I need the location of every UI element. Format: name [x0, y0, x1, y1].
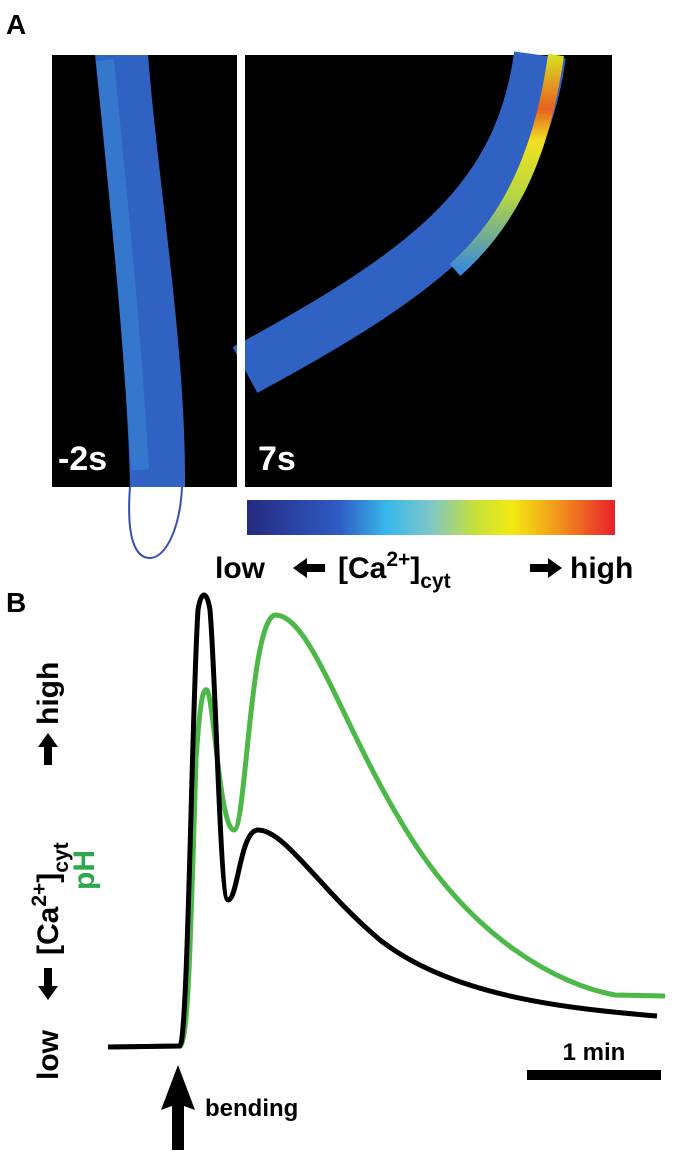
- colorbar: [247, 500, 615, 535]
- panel-label: B: [6, 587, 26, 618]
- arrow-up: [38, 733, 58, 765]
- time-label: -2s: [58, 440, 107, 478]
- low-label: low: [215, 552, 266, 585]
- ca-text: ]: [410, 552, 420, 585]
- ca-label: [Ca2+]cyt: [28, 842, 73, 955]
- ca-text: [Ca: [338, 552, 387, 585]
- arrow-left: [293, 558, 325, 578]
- root-tip-outline: [128, 486, 183, 560]
- root-right: [232, 51, 566, 393]
- high-label: high: [570, 552, 633, 585]
- ca-text: ]: [32, 873, 65, 883]
- ph-trace: [107, 612, 666, 1050]
- ca-trace: [107, 592, 658, 1050]
- ca-sub: cyt: [420, 570, 450, 593]
- panel-label: A: [6, 9, 26, 40]
- ph-label: pH: [68, 850, 101, 890]
- arrow-down: [38, 968, 58, 1000]
- ca-label: [Ca2+]cyt: [338, 548, 451, 593]
- scale-bar-label: 1 min: [563, 1039, 626, 1066]
- ca-sup: 2+: [28, 883, 51, 907]
- high-label: high: [32, 662, 65, 725]
- time-label: 7s: [258, 440, 296, 478]
- stimulus-arrow: [161, 1065, 195, 1150]
- low-label: low: [32, 1029, 65, 1080]
- arrow-right: [530, 558, 562, 578]
- ca-sup: 2+: [386, 548, 410, 571]
- ca-text: [Ca: [32, 906, 65, 955]
- scale-bar: [527, 1070, 661, 1080]
- root-left-texture: [96, 59, 149, 471]
- divider: [237, 55, 245, 487]
- colorbar-label: low [Ca2+]cyt high: [215, 548, 633, 593]
- y-axis-label: low [Ca2+]cyt pH high: [28, 662, 101, 1080]
- ca-sub: cyt: [50, 842, 73, 872]
- root-right-signal: [449, 53, 564, 276]
- stimulus-label: bending: [205, 1095, 298, 1122]
